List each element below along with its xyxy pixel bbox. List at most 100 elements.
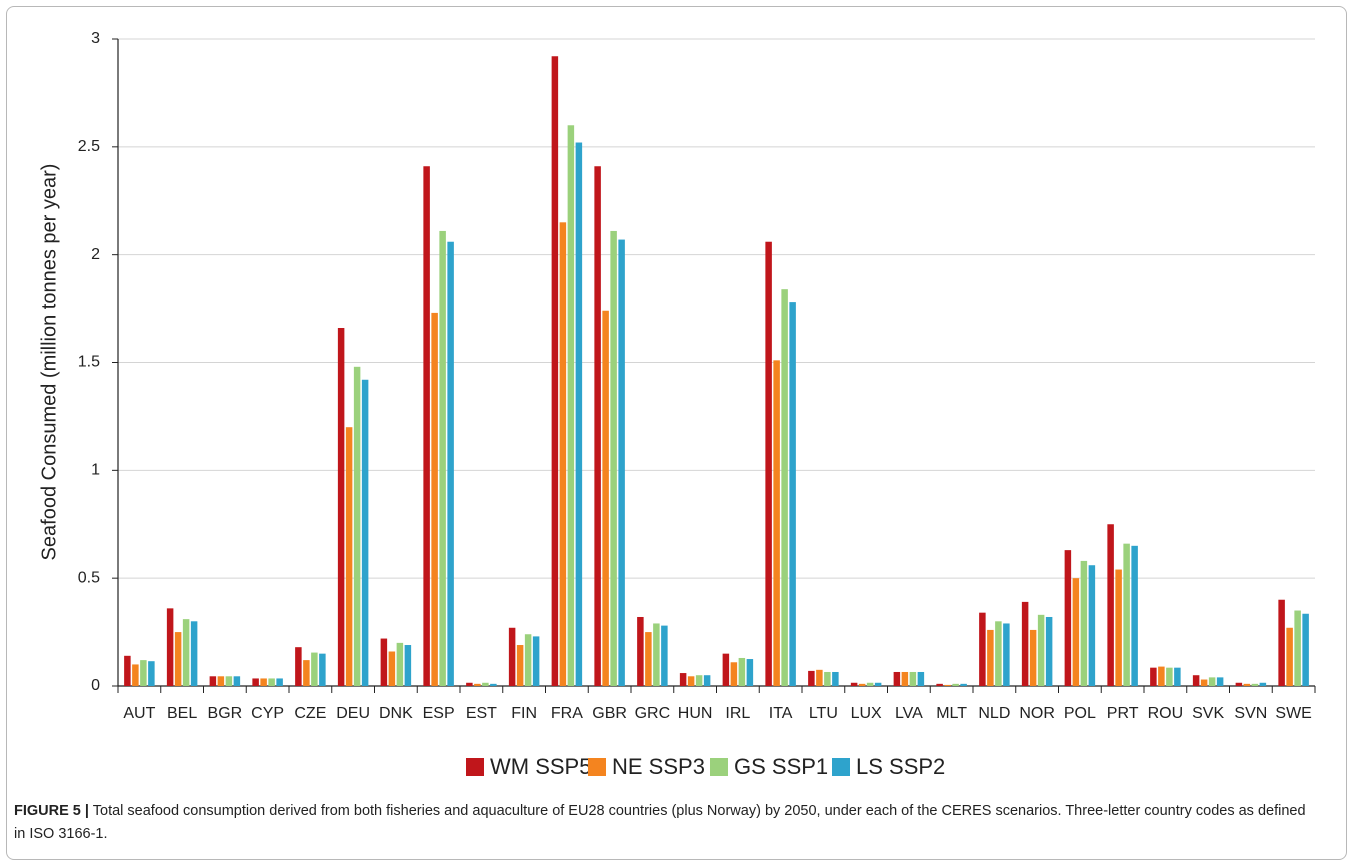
bar — [361, 379, 369, 686]
bar — [345, 427, 353, 686]
caption: FIGURE 5 | Total seafood consumption der… — [14, 800, 1314, 846]
bar — [866, 682, 874, 686]
bar — [1107, 524, 1114, 686]
caption-text: Total seafood consumption derived from b… — [14, 803, 1306, 842]
bar — [311, 652, 318, 686]
bar — [1150, 667, 1157, 686]
bar — [508, 627, 516, 686]
legend-label: GS SSP1 — [734, 754, 828, 779]
legend-label: LS SSP2 — [856, 754, 945, 779]
x-tick-label: ITA — [769, 705, 793, 722]
y-tick-label: 1 — [91, 462, 100, 479]
bar — [1259, 682, 1267, 686]
bar — [1302, 613, 1309, 686]
bar — [1166, 667, 1173, 686]
bar — [252, 678, 259, 686]
x-tick-label: NOR — [1019, 705, 1055, 722]
bar — [182, 619, 190, 686]
bar — [746, 659, 754, 686]
x-tick-label: LVA — [895, 705, 923, 722]
bar — [808, 670, 815, 686]
bar — [1080, 560, 1088, 686]
figure-frame — [6, 6, 1347, 860]
bar — [225, 676, 233, 686]
bar — [319, 653, 326, 686]
x-tick-label: GRC — [635, 705, 671, 722]
x-tick-label: DEU — [336, 705, 370, 722]
bar — [687, 676, 695, 686]
bar — [995, 621, 1002, 686]
x-tick-label: CYP — [251, 705, 284, 722]
bar — [388, 651, 396, 686]
bar — [781, 289, 788, 686]
bar — [490, 683, 497, 686]
bar — [773, 360, 780, 686]
bar — [893, 671, 901, 686]
x-tick-label: SVK — [1192, 705, 1224, 722]
x-tick-label: MLT — [936, 705, 967, 722]
bar — [960, 683, 967, 686]
bar — [396, 642, 404, 686]
x-tick-label: EST — [466, 705, 497, 722]
bar — [166, 608, 174, 686]
bar — [1072, 578, 1080, 686]
bar — [653, 623, 660, 686]
legend-label: WM SSP5 — [490, 754, 591, 779]
x-tick-label: NLD — [978, 705, 1010, 722]
bar — [439, 230, 446, 686]
bar — [190, 621, 198, 686]
legend-swatch — [466, 758, 484, 776]
bar — [295, 647, 302, 686]
bar — [858, 683, 866, 686]
bar — [124, 655, 131, 686]
y-tick-label: 2.5 — [78, 138, 100, 155]
bar — [832, 671, 839, 686]
bar — [423, 166, 430, 686]
bar — [738, 657, 746, 686]
x-tick-label: HUN — [678, 705, 713, 722]
bar — [695, 675, 703, 686]
bar — [602, 310, 609, 686]
bar — [1216, 677, 1224, 686]
bar — [474, 683, 481, 686]
bar — [1064, 550, 1072, 686]
bar — [524, 634, 532, 686]
bar — [1037, 614, 1045, 686]
bar — [703, 675, 711, 686]
x-tick-label: PRT — [1107, 705, 1139, 722]
x-tick-label: LTU — [809, 705, 838, 722]
bar — [1192, 675, 1200, 686]
bar — [944, 684, 951, 686]
bar — [1045, 616, 1053, 686]
x-tick-label: DNK — [379, 705, 413, 722]
bar — [618, 239, 625, 686]
bar — [1286, 627, 1293, 686]
bar — [551, 56, 559, 686]
y-tick-label: 2 — [91, 246, 100, 263]
bar — [917, 671, 925, 686]
bar — [1278, 599, 1285, 686]
bar — [260, 678, 267, 686]
bar — [1200, 679, 1208, 686]
y-axis-label: Seafood Consumed (million tonnes per yea… — [38, 164, 60, 561]
bar — [909, 671, 917, 686]
bar — [637, 616, 644, 686]
bar — [1174, 667, 1181, 686]
bar — [979, 612, 986, 686]
bar — [816, 669, 823, 686]
bar — [532, 636, 540, 686]
bar — [1251, 683, 1259, 686]
x-tick-label: BGR — [208, 705, 243, 722]
x-tick-label: ROU — [1148, 705, 1184, 722]
x-tick-label: LUX — [851, 705, 882, 722]
bar — [1029, 629, 1037, 686]
caption-label: FIGURE 5 | — [14, 803, 89, 819]
bar — [730, 662, 738, 686]
bar — [516, 645, 524, 686]
bar — [679, 673, 687, 686]
bar — [1003, 623, 1010, 686]
bar — [661, 625, 668, 686]
bar — [174, 632, 182, 686]
legend-swatch — [832, 758, 850, 776]
